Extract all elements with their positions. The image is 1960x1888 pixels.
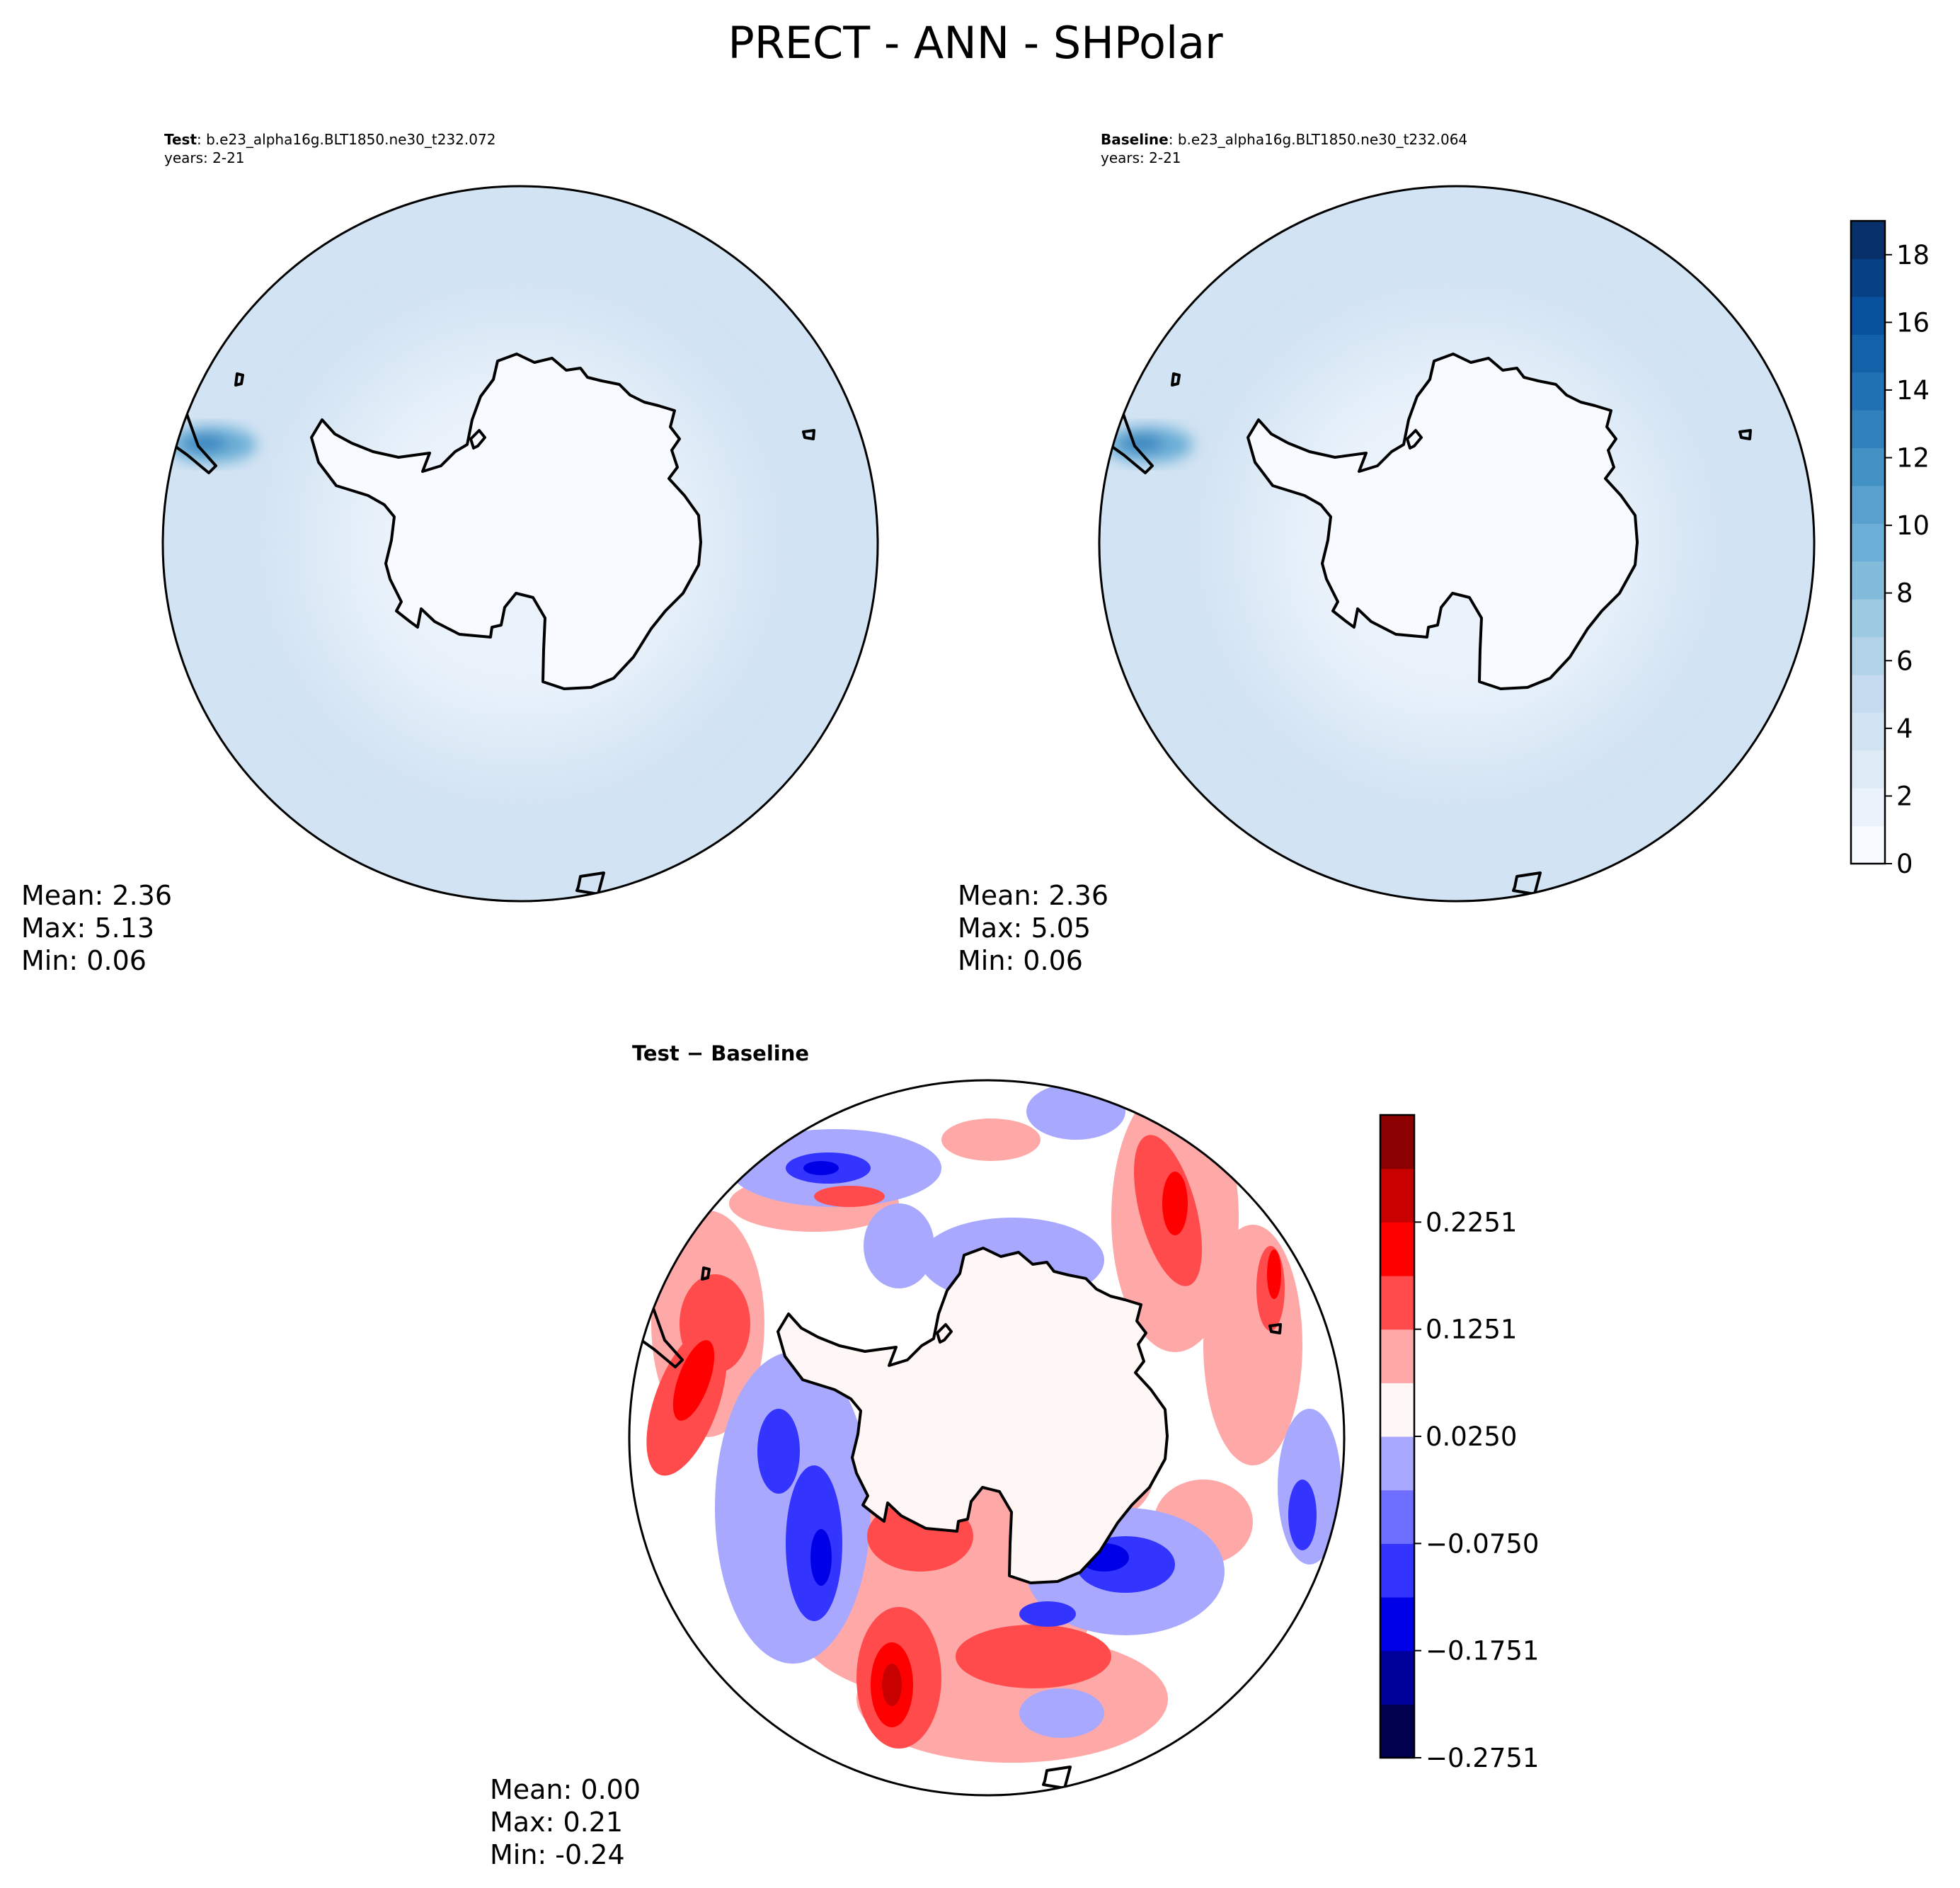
diff-colorbar: −0.2751 −0.1751 −0.0750 0.0250 0.1251 0.2251 <box>1379 1114 1539 1773</box>
main-colorbar-segment <box>1851 372 1885 411</box>
main-colorbar-segment <box>1851 523 1885 562</box>
main-colorbar-segment <box>1851 561 1885 600</box>
diff-colorbar-segment <box>1380 1489 1414 1544</box>
test-map <box>163 186 878 901</box>
baseline-stat-mean: Mean: 2.36 <box>958 880 1108 911</box>
main-colorbar-tick-label: 18 <box>1896 240 1930 270</box>
baseline-label-bold: Baseline <box>1101 131 1169 148</box>
test-panel-label: Test: b.e23_alpha16g.BLT1850.ne30_t232.0… <box>164 131 495 148</box>
diff-colorbar-segment <box>1380 1168 1414 1223</box>
main-colorbar-tick-label: 2 <box>1896 781 1913 811</box>
main-colorbar-segment <box>1851 485 1885 524</box>
diff-colorbar-segment <box>1380 1704 1414 1758</box>
main-colorbar-frame <box>1850 219 1886 865</box>
main-colorbar-segment <box>1851 258 1885 297</box>
diff-colorbar-tick-label: 0.0250 <box>1426 1421 1517 1452</box>
diff-colorbar-segment <box>1380 1383 1414 1437</box>
main-colorbar-segment <box>1851 221 1885 260</box>
baseline-stat-min: Min: 0.06 <box>958 945 1083 976</box>
diff-positive-peak <box>882 1664 902 1706</box>
diff-stat-min: Min: -0.24 <box>490 1839 625 1870</box>
diff-colorbar-tick-label: 0.2251 <box>1426 1207 1517 1237</box>
main-colorbar-segment <box>1851 674 1885 713</box>
test-map-boundary <box>161 185 879 903</box>
main-colorbar-tick-label: 0 <box>1896 849 1913 879</box>
test-label-bold: Test <box>164 131 197 148</box>
diff-map <box>629 1080 1344 1795</box>
main-colorbar-tick-label: 10 <box>1896 510 1930 541</box>
diff-colorbar-tick-label: −0.2751 <box>1426 1743 1539 1773</box>
main-colorbar-segment <box>1851 750 1885 789</box>
main-colorbar-segment <box>1851 599 1885 638</box>
diff-stat-mean: Mean: 0.00 <box>490 1774 641 1805</box>
baseline-stat-max: Max: 5.05 <box>958 912 1091 944</box>
diff-colorbar-segment <box>1380 1276 1414 1330</box>
main-colorbar-segment <box>1851 636 1885 675</box>
test-label-case: : b.e23_alpha16g.BLT1850.ne30_t232.072 <box>197 131 495 148</box>
baseline-map <box>1099 186 1814 901</box>
main-colorbar-segment <box>1851 712 1885 751</box>
diff-colorbar-segment <box>1380 1543 1414 1598</box>
main-colorbar-tick-label: 12 <box>1896 443 1930 474</box>
diff-stat-max: Max: 0.21 <box>490 1807 623 1838</box>
main-colorbar-tick-label: 16 <box>1896 307 1930 338</box>
main-colorbar-segment <box>1851 334 1885 373</box>
main-colorbar-tick-label: 8 <box>1896 578 1913 609</box>
test-stat-mean: Mean: 2.36 <box>21 880 172 911</box>
test-map-peak-core <box>184 435 227 452</box>
main-colorbar-segment <box>1851 825 1885 864</box>
diff-colorbar-segment <box>1380 1436 1414 1491</box>
diff-negative-strong <box>803 1161 1129 1586</box>
diff-colorbar-segment <box>1380 1222 1414 1276</box>
main-colorbar-segment <box>1851 788 1885 827</box>
main-colorbar-segment <box>1851 447 1885 486</box>
diff-map-boundary <box>628 1079 1346 1797</box>
baseline-years: years: 2-21 <box>1101 149 1181 166</box>
main-colorbar-tick-label: 4 <box>1896 714 1913 744</box>
main-colorbar-segment <box>1851 410 1885 449</box>
main-colorbar-segment <box>1851 296 1885 335</box>
main-colorbar: 0 2 4 6 8 10 12 14 16 18 <box>1850 219 1930 879</box>
baseline-panel-label: Baseline: b.e23_alpha16g.BLT1850.ne30_t2… <box>1101 131 1467 148</box>
diff-colorbar-segment <box>1380 1597 1414 1652</box>
baseline-map-boundary <box>1098 185 1816 903</box>
main-colorbar-tick-label: 6 <box>1896 646 1913 676</box>
diff-colorbar-tick-label: −0.1751 <box>1426 1636 1539 1666</box>
diff-colorbar-segment <box>1380 1650 1414 1705</box>
test-stat-min: Min: 0.06 <box>21 945 147 976</box>
diff-colorbar-tick-label: 0.1251 <box>1426 1315 1517 1345</box>
diff-colorbar-tick-label: −0.0750 <box>1426 1528 1539 1559</box>
diff-panel-label: Test − Baseline <box>632 1041 809 1065</box>
diff-colorbar-segment <box>1380 1115 1414 1169</box>
figure-title: PRECT - ANN - SHPolar <box>728 17 1223 69</box>
main-colorbar-tick-label: 14 <box>1896 375 1930 406</box>
baseline-map-peak-core <box>1121 435 1163 452</box>
baseline-label-case: : b.e23_alpha16g.BLT1850.ne30_t232.064 <box>1169 131 1467 148</box>
test-stat-max: Max: 5.13 <box>21 912 154 944</box>
test-years: years: 2-21 <box>164 149 245 166</box>
diff-colorbar-segment <box>1380 1329 1414 1383</box>
